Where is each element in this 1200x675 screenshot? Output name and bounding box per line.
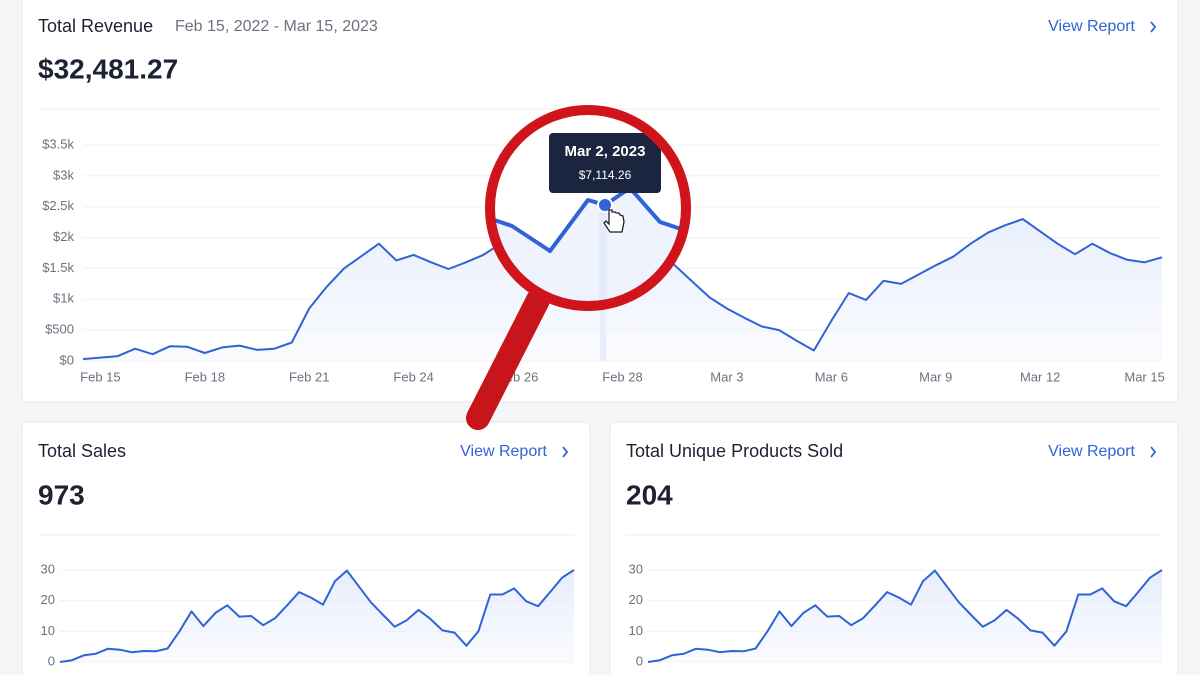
y-tick-label: $500 (45, 322, 74, 337)
y-tick-label: 10 (41, 623, 55, 638)
y-tick-label: 0 (636, 653, 643, 668)
x-tick-label: Mar 12 (1020, 369, 1060, 384)
tooltip-value: $7,114.26 (579, 168, 632, 182)
y-tick-label: $1.5k (42, 260, 74, 275)
area (648, 570, 1162, 662)
y-tick-label: 0 (48, 653, 55, 668)
area (60, 570, 574, 662)
x-tick-label: Feb 21 (289, 369, 329, 384)
y-tick-label: $2.5k (42, 198, 74, 213)
x-tick-label: Feb 28 (602, 369, 642, 384)
y-tick-label: $3k (53, 167, 74, 182)
view-report-link[interactable]: View Report (1048, 18, 1135, 35)
zoom-line (490, 186, 686, 253)
chevron[interactable] (1150, 446, 1157, 458)
products-card (609, 421, 1179, 675)
card-title: Total Sales (38, 441, 126, 461)
x-tick-label: Mar 6 (815, 369, 848, 384)
y-tick-label: $2k (53, 229, 74, 244)
line (59, 569, 575, 663)
tooltip (549, 133, 661, 193)
y-tick-label: $0 (60, 352, 74, 367)
total-value: 204 (626, 479, 673, 510)
chevron[interactable] (562, 446, 569, 458)
sales-card (21, 421, 591, 675)
view-report-link[interactable]: View Report (1048, 443, 1135, 460)
x-tick-label: Mar 15 (1124, 369, 1164, 384)
y-tick-label: 20 (41, 592, 55, 607)
x-tick-label: Mar 9 (919, 369, 952, 384)
tooltip-date: Mar 2, 2023 (565, 143, 646, 160)
cursor (603, 209, 625, 233)
y-tick-label: 10 (629, 623, 643, 638)
card-title: Total Revenue (38, 16, 153, 36)
x-tick-label: Feb 24 (393, 369, 433, 384)
total-value: $32,481.27 (38, 53, 178, 84)
lens-rim (485, 105, 691, 311)
line (647, 569, 1163, 663)
chevron[interactable] (1150, 21, 1157, 33)
total-value: 973 (38, 479, 85, 510)
y-tick-label: $3.5k (42, 136, 74, 151)
y-tick-label: 20 (629, 592, 643, 607)
y-tick-label: 30 (629, 561, 643, 576)
x-tick-label: Mar 3 (710, 369, 743, 384)
x-tick-label: Feb 15 (80, 369, 120, 384)
hover-dot (597, 197, 613, 213)
view-report-link[interactable]: View Report (460, 443, 547, 460)
x-tick-label: Feb 18 (185, 369, 225, 384)
y-tick-label: $1k (53, 291, 74, 306)
date-range: Feb 15, 2022 - Mar 15, 2023 (175, 18, 378, 35)
magnifier-handle (466, 288, 550, 430)
card-title: Total Unique Products Sold (626, 441, 843, 461)
y-tick-label: 30 (41, 561, 55, 576)
